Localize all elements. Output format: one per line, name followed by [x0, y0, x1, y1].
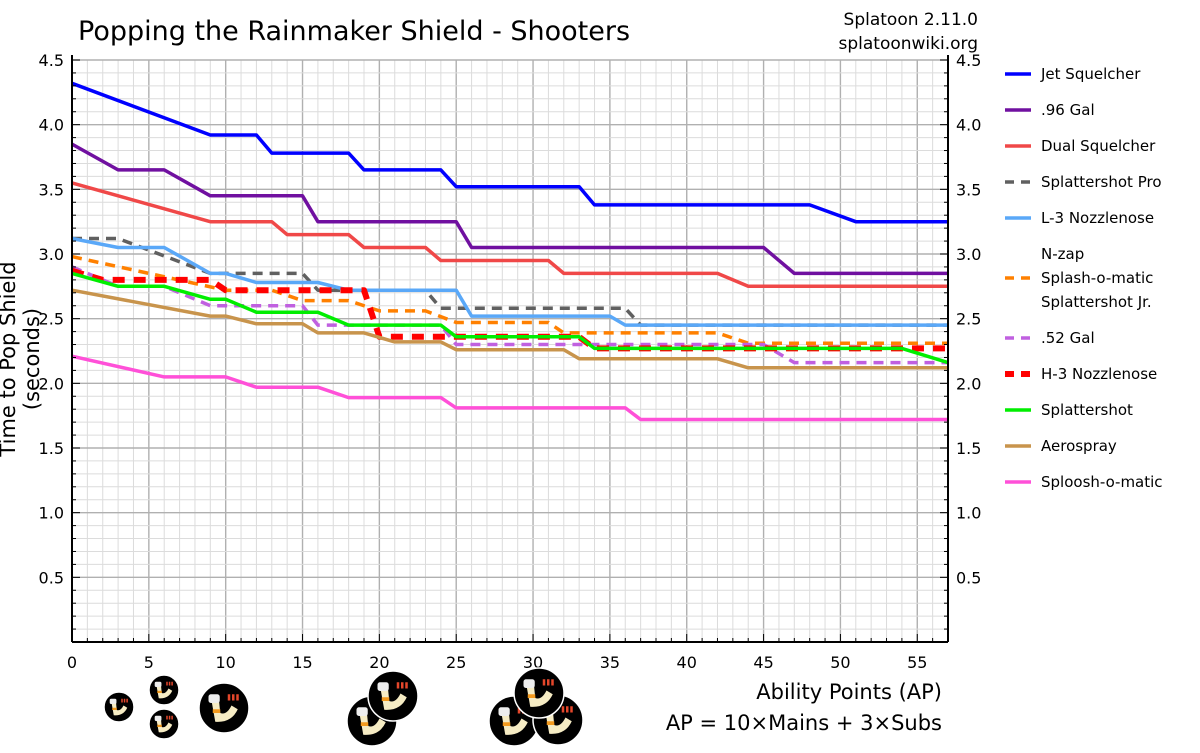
legend-swatch [1005, 180, 1031, 184]
series-lines [71, 81, 949, 422]
legend-item: .52 Gal [1003, 326, 1198, 350]
series-line [71, 267, 948, 352]
legend-item: Splattershot Pro [1003, 170, 1198, 194]
ap-formula: AP = 10×Mains + 3×Subs [665, 711, 942, 735]
x-tick-label: 50 [830, 653, 850, 672]
x-axis-label: Ability Points (AP) [756, 680, 942, 704]
y-tick-label-right: 4.0 [956, 116, 981, 135]
y-tick-label-left: 4.5 [39, 51, 64, 70]
legend-item: Dual Squelcher [1003, 134, 1198, 158]
y-tick-label-right: 4.5 [956, 51, 981, 70]
y-tick-label-left: 3.0 [39, 245, 64, 264]
y-tick-label-left: 1.5 [39, 439, 64, 458]
version-label: Splatoon 2.11.0 [843, 10, 978, 30]
legend-swatch [1005, 480, 1031, 484]
flexing-arm-icon [513, 667, 565, 719]
legend: Jet Squelcher .96 Gal Dual Squelcher Splatt… [1003, 62, 1198, 506]
series-line [71, 288, 948, 370]
legend-item: Sploosh-o-matic [1003, 470, 1198, 494]
series-line [71, 271, 949, 365]
legend-item: H-3 Nozzlenose [1003, 362, 1198, 386]
y-tick-label-right: 1.0 [956, 504, 981, 523]
axes: 0.5 0.5 1.0 1.0 1.5 1.5 2.0 2.0 2.5 2.5 3.0 3.0 3.5 3… [39, 51, 982, 672]
x-tick-label: 0 [67, 653, 77, 672]
legend-swatch [1005, 371, 1031, 377]
site-label: splatoonwiki.org [838, 34, 978, 54]
legend-swatch [1005, 444, 1031, 448]
x-tick-label: 40 [677, 653, 697, 672]
legend-label: .96 Gal [1041, 101, 1095, 119]
legend-item: L-3 Nozzlenose [1003, 206, 1198, 230]
y-tick-label-left: 3.5 [39, 180, 64, 199]
x-tick-label: 5 [144, 653, 154, 672]
x-tick-label: 30 [523, 653, 543, 672]
legend-label: Jet Squelcher [1041, 65, 1141, 83]
legend-swatch [1005, 336, 1031, 340]
x-tick-label: 35 [600, 653, 620, 672]
flexing-arm-icon [148, 674, 180, 706]
legend-swatch [1005, 144, 1031, 148]
legend-label: Sploosh-o-matic [1041, 473, 1163, 491]
y-tick-label-left: 4.0 [39, 116, 64, 135]
legend-label: .52 Gal [1041, 329, 1095, 347]
legend-label: Splattershot [1041, 401, 1133, 419]
legend-swatch [1005, 408, 1031, 412]
legend-swatch [1005, 276, 1031, 280]
y-tick-label-left: 0.5 [39, 568, 64, 587]
x-tick-label: 55 [907, 653, 927, 672]
series-line [71, 236, 948, 327]
flexing-arm-icon [148, 708, 180, 740]
legend-label: Dual Squelcher [1041, 137, 1156, 155]
legend-item: .96 Gal [1003, 98, 1198, 122]
y-tick-label-right: 0.5 [956, 568, 981, 587]
legend-swatch [1005, 216, 1031, 220]
legend-swatch [1005, 108, 1031, 112]
series-line [71, 354, 948, 422]
legend-label: L-3 Nozzlenose [1041, 209, 1155, 227]
legend-swatch [1005, 72, 1031, 76]
x-tick-label: 25 [446, 653, 466, 672]
y-tick-label-right: 3.5 [956, 180, 981, 199]
y-axis-label: Time to Pop Shield (seconds) [0, 261, 44, 457]
series-line [71, 142, 948, 276]
legend-item: Aerospray [1003, 434, 1198, 458]
y-tick-label-right: 2.0 [956, 374, 981, 393]
x-tick-label: 10 [216, 653, 236, 672]
legend-item: N-zap Splash-o-matic Splattershot Jr. [1003, 242, 1198, 314]
y-tick-label-left: 1.0 [39, 504, 64, 523]
version-info: Splatoon 2.11.0 splatoonwiki.org [838, 8, 978, 56]
y-tick-label-right: 2.5 [956, 310, 981, 329]
series-line [71, 181, 948, 289]
y-tick-label-left: 2.0 [39, 374, 64, 393]
legend-label: H-3 Nozzlenose [1041, 365, 1158, 383]
legend-item: Splattershot [1003, 398, 1198, 422]
x-tick-label: 20 [369, 653, 389, 672]
legend-label: Aerospray [1041, 437, 1117, 455]
y-tick-label-left: 2.5 [39, 310, 64, 329]
ability-icons [103, 667, 584, 747]
x-tick-label: 45 [753, 653, 773, 672]
y-tick-label-right: 3.0 [956, 245, 981, 264]
series-line [71, 81, 948, 224]
chart-title: Popping the Rainmaker Shield - Shooters [78, 16, 631, 47]
legend-item: Jet Squelcher [1003, 62, 1198, 86]
series-line [71, 254, 948, 345]
flexing-arm-icon [198, 682, 250, 734]
flexing-arm-icon [367, 670, 419, 722]
legend-label: N-zap Splash-o-matic Splattershot Jr. [1041, 245, 1154, 311]
y-tick-label-right: 1.5 [956, 439, 981, 458]
grid [71, 59, 949, 643]
x-tick-label: 15 [292, 653, 312, 672]
legend-label: Splattershot Pro [1041, 173, 1162, 191]
flexing-arm-icon [103, 691, 135, 723]
series-line [71, 265, 948, 365]
